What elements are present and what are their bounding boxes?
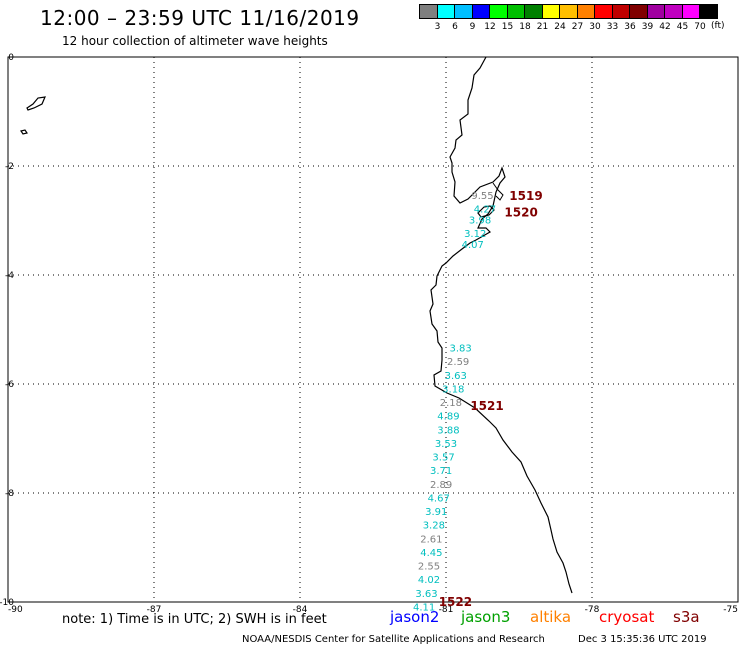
- footer-timestamp: Dec 3 15:35:36 UTC 2019: [578, 634, 707, 645]
- satellite-s3a: s3a: [673, 608, 700, 626]
- legend-label: 27: [571, 22, 584, 32]
- y-tick-label: -6: [5, 380, 14, 390]
- legend-label: 70: [694, 22, 706, 32]
- galapagos-island-large: [26, 96, 46, 111]
- wave-height-label: 3.63: [415, 589, 437, 600]
- satellite-jason3: jason3: [461, 608, 511, 626]
- legend-unit: (ft): [711, 21, 725, 31]
- wave-height-label: 4.27: [474, 205, 496, 216]
- wave-height-label: 4.67: [428, 493, 450, 504]
- legend-label: 30: [589, 22, 601, 32]
- coastline: [20, 56, 573, 594]
- wave-height-label: 3.83: [449, 344, 471, 355]
- coastline-path: [429, 56, 573, 594]
- legend-label: 24: [554, 22, 566, 32]
- wave-height-label: 9.55: [471, 191, 493, 202]
- legend-label: 42: [659, 22, 671, 32]
- color-legend: 3 6 9 12 15 18 21 24 27 30 33 36 39 42 45 70: [419, 4, 718, 33]
- x-tick-label: -78: [585, 605, 600, 615]
- note-text: note: 1) Time is in UTC; 2) SWH is in fe…: [62, 612, 327, 627]
- y-tick-label: -10: [0, 598, 14, 608]
- legend-labels: 3 6 9 12 15 18 21 24 27 30 33 36 39 42 45 70: [420, 19, 718, 33]
- legend-label: 21: [536, 22, 549, 32]
- legend-label: 36: [624, 22, 636, 32]
- satellite-altika: altika: [530, 608, 572, 626]
- galapagos-island-small: [20, 129, 28, 135]
- x-tick-label: -81: [439, 605, 454, 615]
- wave-height-label: 3.12: [464, 229, 486, 240]
- footer-credit: NOAA/NESDIS Center for Satellite Applica…: [242, 634, 545, 645]
- map-subtitle: 12 hour collection of altimeter wave hei…: [62, 34, 328, 48]
- wave-height-label: 3.71: [430, 466, 452, 477]
- wave-height-label: 4.45: [420, 548, 442, 559]
- x-tick-label: -90: [8, 605, 23, 615]
- legend-label: 3: [434, 22, 441, 32]
- legend-label: 18: [519, 22, 531, 32]
- wave-height-label: 2.18: [440, 398, 462, 409]
- pass-number-labels: 1519 1520 1521 1522: [439, 189, 543, 609]
- legend-label: 12: [484, 22, 496, 32]
- wave-height-label: 3.91: [425, 507, 447, 518]
- legend-swatches: [419, 4, 718, 19]
- map-title: 12:00 – 23:59 UTC 11/16/2019: [40, 6, 360, 30]
- satellite-jason2: jason2: [390, 608, 440, 626]
- y-tick-label: 0: [8, 53, 14, 63]
- pass-number-label: 1522: [439, 595, 472, 609]
- wave-height-label: 3.28: [423, 521, 445, 532]
- x-tick-label: -87: [147, 605, 162, 615]
- wave-height-label: 2.55: [418, 562, 440, 573]
- wave-height-labels: 9.55 4.273.98 3.124.07 3.83 2.59 3.63 3.18 2.18…: [413, 191, 496, 613]
- map-frame: [7, 56, 739, 603]
- y-tick-label: -4: [5, 271, 14, 281]
- legend-swatch: [699, 4, 718, 19]
- legend-label: 45: [676, 22, 689, 32]
- wave-height-label: 2.89: [430, 480, 452, 491]
- axis-tick-labels: 0 -2 -4 -6 -8 -10-90 -87 -84 -81 -78 -75: [0, 53, 738, 615]
- wave-height-label: 3.53: [435, 439, 457, 450]
- wave-height-label: 3.18: [442, 384, 464, 395]
- satellite-cryosat: cryosat: [599, 608, 655, 626]
- wave-height-label: 3.98: [469, 216, 491, 227]
- pass-number-label: 1519: [509, 189, 542, 203]
- legend-label: 15: [501, 22, 514, 32]
- y-tick-label: -2: [5, 162, 14, 172]
- wave-height-label: 4.11: [413, 602, 435, 613]
- wave-height-label: 3.57: [432, 453, 454, 464]
- x-tick-label: -75: [723, 605, 738, 615]
- wave-height-label: 2.59: [447, 357, 469, 368]
- wave-height-label: 3.88: [437, 425, 459, 436]
- legend-label: 33: [606, 22, 619, 32]
- wave-height-label: 4.02: [418, 575, 440, 586]
- legend-label: 39: [641, 22, 654, 32]
- y-tick-label: -8: [5, 489, 14, 499]
- legend-label: 6: [452, 22, 458, 32]
- x-tick-label: -84: [293, 605, 308, 615]
- wave-height-label: 4.07: [462, 240, 484, 251]
- pass-number-label: 1520: [504, 205, 537, 219]
- gulf-inlet: [492, 182, 504, 201]
- wave-height-label: 3.63: [445, 371, 467, 382]
- legend-label: 9: [469, 22, 476, 32]
- pass-number-label: 1521: [470, 399, 503, 413]
- wave-height-label: 2.61: [420, 534, 442, 545]
- wave-height-label: 4.89: [437, 412, 459, 423]
- gulf-island: [477, 205, 495, 218]
- grid-lines: [8, 57, 738, 602]
